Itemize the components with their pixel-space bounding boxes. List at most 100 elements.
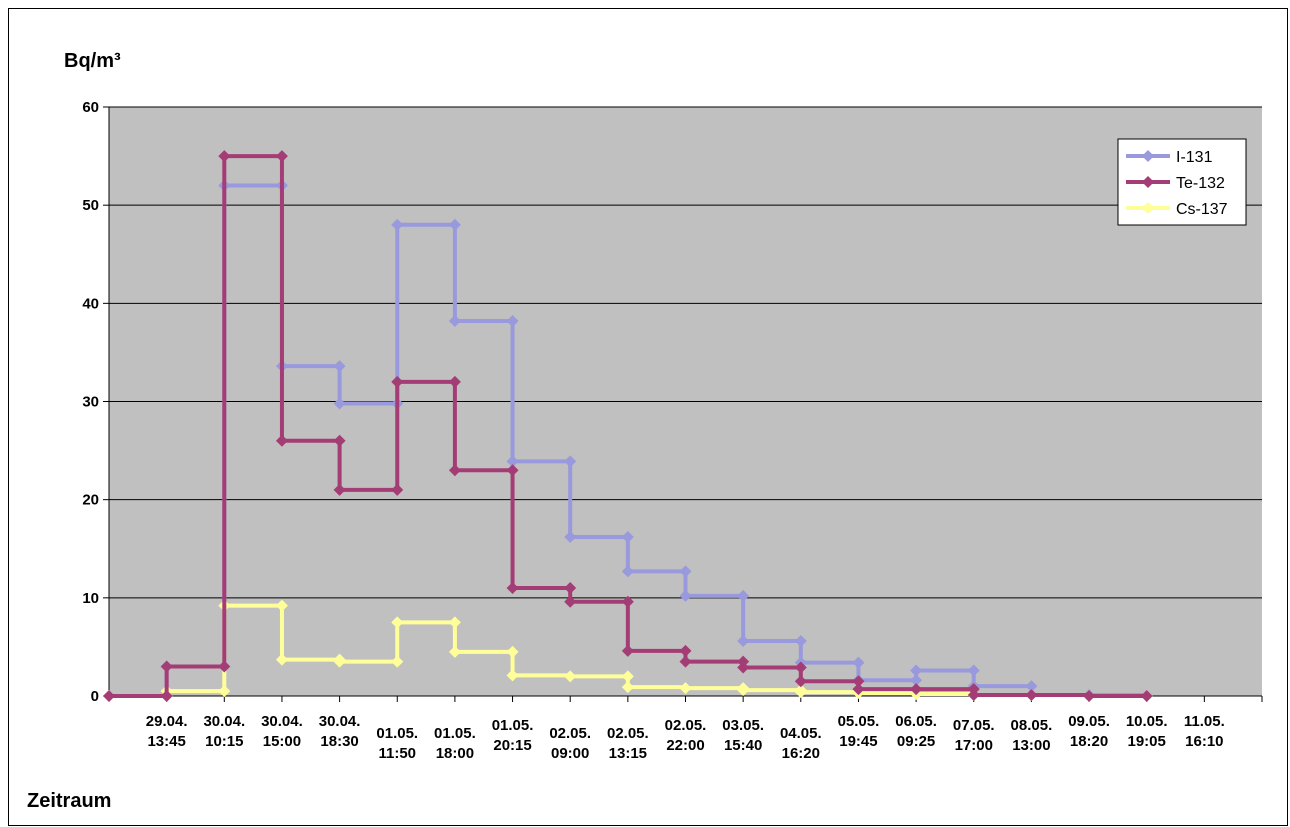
- x-tick-label: 08.05. 13:00: [1011, 717, 1053, 754]
- data-point: [506, 455, 519, 468]
- data-point: [448, 315, 461, 328]
- x-axis-title: Zeitraum: [27, 790, 111, 812]
- x-tick-date: 11.05.: [1184, 713, 1225, 730]
- data-point-step: [621, 595, 634, 608]
- data-point-step: [910, 674, 923, 687]
- legend-label: Te-132: [1176, 175, 1225, 192]
- x-tick-time: 10:15: [205, 733, 243, 750]
- data-point-step: [852, 675, 865, 688]
- x-tick-label: 02.05. 22:00: [665, 717, 707, 754]
- legend-swatch-marker: [1142, 176, 1154, 188]
- data-point-step: [391, 483, 404, 496]
- x-tick-label: 02.05. 09:00: [549, 725, 591, 762]
- x-tick-time: 16:20: [782, 745, 820, 762]
- data-point: [103, 690, 115, 702]
- data-point-step: [275, 150, 288, 163]
- data-point: [391, 616, 404, 629]
- data-point: [621, 644, 634, 657]
- data-point: [679, 589, 692, 602]
- x-tick-date: 01.05.: [376, 725, 418, 742]
- data-point-step: [737, 655, 750, 668]
- y-tick-label: 30: [82, 394, 99, 411]
- y-axis-title: Bq/m³: [64, 50, 121, 72]
- data-point-step: [333, 360, 346, 373]
- data-point: [275, 653, 288, 666]
- data-point: [448, 464, 461, 477]
- data-point: [794, 675, 807, 688]
- data-point: [391, 218, 404, 231]
- x-tick-date: 03.05.: [722, 717, 764, 734]
- x-tick-time: 13:45: [147, 733, 185, 750]
- data-point-step: [852, 656, 865, 669]
- data-point-step: [218, 660, 231, 673]
- x-tick-date: 06.05.: [895, 713, 937, 730]
- legend-entry-cs-137: Cs-137: [1126, 201, 1228, 218]
- x-tick-time: 17:00: [955, 737, 993, 754]
- data-point-step: [564, 455, 577, 468]
- x-tick-time: 20:15: [493, 737, 531, 754]
- x-tick-date: 29.04.: [146, 713, 188, 730]
- y-tick-label: 10: [82, 590, 99, 607]
- x-tick-date: 01.05.: [434, 725, 476, 742]
- y-tick-label: 0: [91, 688, 99, 705]
- legend-entry-i-131: I-131: [1126, 149, 1213, 166]
- data-point-step: [448, 375, 461, 388]
- series-te-132: [103, 150, 1153, 702]
- data-point-step: [1025, 680, 1038, 693]
- x-tick-label: 04.05. 16:20: [780, 725, 822, 762]
- data-point-step: [506, 645, 519, 658]
- x-tick-label: 29.04. 13:45: [146, 713, 188, 750]
- y-tick-label: 20: [82, 492, 99, 509]
- data-point: [448, 645, 461, 658]
- x-tick-label: 01.05. 18:00: [434, 725, 476, 762]
- data-point-step: [333, 434, 346, 447]
- x-tick-time: 19:05: [1128, 733, 1166, 750]
- legend-label: I-131: [1176, 149, 1213, 166]
- data-point-step: [794, 635, 807, 648]
- data-point-step: [967, 664, 980, 677]
- x-tick-label: 01.05. 11:50: [376, 725, 418, 762]
- legend-label: Cs-137: [1176, 201, 1228, 218]
- x-tick-time: 16:10: [1185, 733, 1223, 750]
- series-line-te-132: [109, 154, 1147, 698]
- x-tick-time: 18:30: [320, 733, 358, 750]
- data-point: [737, 635, 750, 648]
- x-tick-time: 15:40: [724, 737, 762, 754]
- x-tick-label: 30.04. 10:15: [203, 713, 245, 750]
- x-tick-label: 09.05. 18:20: [1068, 713, 1110, 750]
- data-point-step: [506, 315, 519, 328]
- data-point-step: [794, 684, 807, 697]
- data-point: [621, 565, 634, 578]
- data-point: [218, 150, 231, 163]
- x-tick-date: 30.04.: [261, 713, 303, 730]
- data-point: [852, 683, 865, 696]
- x-tick-time: 11:50: [378, 745, 416, 762]
- data-point: [621, 681, 634, 694]
- data-point-step: [794, 661, 807, 674]
- x-tick-date: 30.04.: [319, 713, 361, 730]
- legend: I-131 Te-132 Cs-137: [1117, 138, 1247, 226]
- series-lines: [103, 150, 1153, 702]
- data-point-step: [506, 464, 519, 477]
- y-tick-label: 40: [82, 295, 99, 312]
- data-point-step: [391, 655, 404, 668]
- data-point-step: [621, 530, 634, 543]
- x-tick-date: 10.05.: [1126, 713, 1168, 730]
- x-tick-date: 02.05.: [607, 725, 649, 742]
- data-point-step: [679, 565, 692, 578]
- x-tick-date: 02.05.: [549, 725, 591, 742]
- grid-lines: [109, 106, 1262, 599]
- x-tick-date: 01.05.: [492, 717, 534, 734]
- x-tick-date: 02.05.: [665, 717, 707, 734]
- x-tick-label: 02.05. 13:15: [607, 725, 649, 762]
- x-tick-time: 22:00: [666, 737, 704, 754]
- y-tick-label: 50: [82, 197, 99, 214]
- data-point: [564, 530, 577, 543]
- data-point: [679, 655, 692, 668]
- data-point: [391, 375, 404, 388]
- data-point: [506, 582, 519, 595]
- x-tick-time: 18:00: [436, 745, 474, 762]
- x-tick-label: 11.05. 16:10: [1184, 713, 1225, 750]
- data-point-step: [448, 616, 461, 629]
- data-point: [333, 397, 346, 410]
